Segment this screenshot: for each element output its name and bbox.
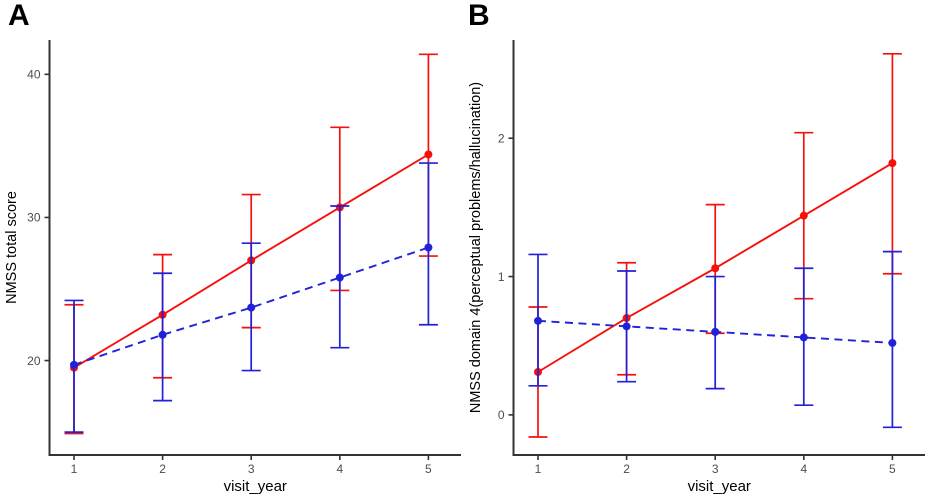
panel-b-label: B — [468, 0, 490, 32]
y-axis-title: NMSS total score — [4, 191, 20, 304]
x-tick-label: 4 — [800, 462, 807, 476]
y-tick-label: 40 — [27, 68, 41, 82]
data-point-blue-dashed — [711, 327, 720, 336]
x-tick-label: 5 — [889, 462, 896, 476]
data-point-blue-dashed — [534, 316, 542, 325]
data-point-blue-dashed — [335, 273, 344, 282]
panel-b-chart: 0 1 2 1 2 3 4 5 visit_year NMSS domain 4(perceptu… — [468, 40, 925, 495]
y-tick-label: 1 — [498, 270, 505, 284]
data-point-blue-dashed — [888, 338, 897, 347]
data-point-blue-dashed — [622, 322, 631, 331]
panel-a-label: A — [8, 0, 30, 32]
x-tick-label: 3 — [712, 462, 719, 476]
data-point-red-solid — [424, 150, 433, 159]
series-blue-dashed — [64, 162, 438, 433]
series-blue-dashed — [528, 250, 902, 429]
series-line-blue-dashed — [73, 246, 429, 366]
y-axis-title: NMSS domain 4(perceptual problems/halluc… — [468, 82, 484, 413]
data-point-blue-dashed — [799, 333, 808, 342]
x-tick-label: 5 — [425, 462, 432, 476]
data-point-red-solid — [711, 264, 720, 273]
x-axis-title: visit_year — [224, 478, 287, 495]
data-point-red-solid — [888, 159, 897, 168]
y-tick-label: 0 — [498, 408, 505, 422]
y-tick-label: 20 — [27, 354, 41, 368]
x-tick-label: 1 — [535, 462, 542, 476]
data-point-blue-dashed — [158, 330, 167, 339]
x-tick-label: 4 — [336, 462, 343, 476]
data-point-blue-dashed — [424, 243, 433, 252]
panel-a-chart: 20 30 40 1 2 3 4 5 visit_year NMSS total score — [4, 40, 461, 495]
data-point-blue-dashed — [70, 360, 78, 369]
x-tick-label: 2 — [623, 462, 630, 476]
data-point-blue-dashed — [247, 303, 256, 312]
y-tick-label: 30 — [27, 211, 41, 225]
x-axis-title: visit_year — [688, 478, 751, 495]
x-tick-label: 1 — [71, 462, 78, 476]
x-tick-label: 2 — [159, 462, 166, 476]
x-tick-label: 3 — [248, 462, 255, 476]
y-tick-label: 2 — [498, 131, 505, 145]
data-point-red-solid — [799, 211, 808, 220]
